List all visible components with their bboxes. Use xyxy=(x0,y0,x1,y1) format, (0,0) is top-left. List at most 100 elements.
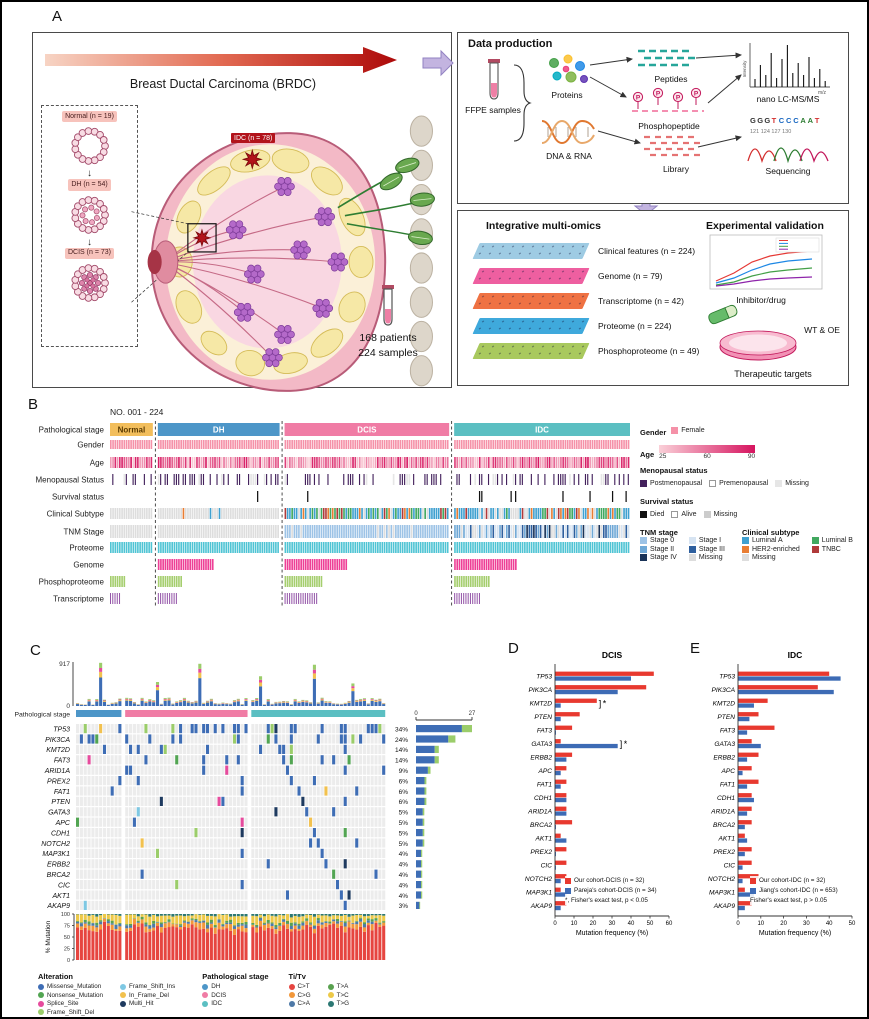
svg-text:0: 0 xyxy=(414,711,418,717)
legend-swatch xyxy=(38,992,44,998)
svg-text:ERBB2: ERBB2 xyxy=(530,755,552,762)
svg-text:*: * xyxy=(624,739,628,749)
legend-swatch xyxy=(671,427,679,435)
flow-arrow-right-icon xyxy=(422,49,454,77)
legend-swatch xyxy=(327,983,334,990)
svg-text:27: 27 xyxy=(469,711,476,717)
legend-item: Multi_Hit xyxy=(120,1000,175,1007)
svg-text:APC: APC xyxy=(720,768,735,775)
svg-text:P: P xyxy=(656,90,661,97)
legend-swatch xyxy=(741,545,749,553)
panel-d-label: D xyxy=(508,640,519,657)
legend-item: DCIS xyxy=(202,992,261,999)
legend-item: T>A xyxy=(327,983,349,990)
svg-text:30: 30 xyxy=(803,921,810,927)
down-arrow-icon: ↓ xyxy=(87,168,92,180)
svg-text:Intensity: Intensity xyxy=(742,60,747,78)
legend-item: Premenopausal xyxy=(709,480,768,488)
svg-text:0: 0 xyxy=(736,921,740,927)
legend-swatch xyxy=(640,480,647,488)
phosphopeptide-label: Phosphopeptide xyxy=(638,121,700,131)
svg-text:BRCA2: BRCA2 xyxy=(713,822,735,829)
panel-b-label: B xyxy=(28,396,39,413)
legend-swatch xyxy=(120,983,127,990)
svg-text:APC: APC xyxy=(55,820,71,827)
svg-text:BRCA2: BRCA2 xyxy=(530,822,552,829)
legend-swatch xyxy=(288,992,295,998)
svg-text:APC: APC xyxy=(537,768,552,775)
legend-item: IDC xyxy=(202,1000,261,1007)
legend-swatch xyxy=(202,1000,209,1007)
legend-item: C>A xyxy=(288,1000,311,1007)
svg-text:Transcriptome: Transcriptome xyxy=(53,594,104,603)
stat-note: Fisher's exact test, p > 0.05 xyxy=(750,896,827,904)
dcis-comparison-chart: DCIS TP53 PIK3CA KMT2D] * PTEN FAT3 GATA3] * ERBB… xyxy=(507,644,687,974)
svg-text:KMT2D: KMT2D xyxy=(713,701,736,708)
targets-label: Therapeutic targets xyxy=(734,369,812,379)
legend-swatch xyxy=(120,1000,127,1007)
panel-a-label: A xyxy=(52,8,63,25)
svg-text:AKT1: AKT1 xyxy=(51,893,70,900)
legend-swatch xyxy=(640,511,647,519)
svg-text:TP53: TP53 xyxy=(536,674,552,681)
svg-text:A: A xyxy=(808,116,814,125)
duct-cross-section-icon xyxy=(70,264,109,302)
panel-c-label: C xyxy=(30,642,41,659)
svg-text:75: 75 xyxy=(64,924,70,930)
svg-text:ARID1A: ARID1A xyxy=(710,809,735,816)
svg-text:5%: 5% xyxy=(399,820,409,827)
svg-text:PREX2: PREX2 xyxy=(530,849,552,856)
legend-swatch xyxy=(640,545,647,553)
svg-text:PIK3CA: PIK3CA xyxy=(45,737,70,744)
multiomics-panel: Integrative multi-omics Clinical feature… xyxy=(457,210,849,386)
duct-cross-section-icon xyxy=(70,127,109,166)
svg-text:A: A xyxy=(800,116,806,125)
svg-text:60: 60 xyxy=(666,921,673,927)
legend-item: Stage III xyxy=(688,545,725,553)
svg-text:100: 100 xyxy=(61,912,70,918)
dcis-legend: Our cohort-DCIS (n = 32) Pareja's cohort-… xyxy=(565,876,685,906)
wt-oe-label: WT & OE xyxy=(804,325,840,335)
svg-text:]: ] xyxy=(620,739,623,749)
svg-text:CDH1: CDH1 xyxy=(717,795,735,802)
data-production-panel: Data production P P P P Intensity m/z G G G T C C C A… xyxy=(457,32,849,204)
omics-layer-label: Clinical features (n = 224) xyxy=(598,246,696,256)
svg-text:IDC: IDC xyxy=(788,650,803,660)
svg-text:40: 40 xyxy=(628,921,635,927)
legend-swatch xyxy=(38,1009,44,1015)
legend-item: Luminal A xyxy=(741,537,800,544)
legend-item: DH xyxy=(202,983,261,990)
svg-text:20: 20 xyxy=(780,921,787,927)
svg-text:DCIS: DCIS xyxy=(357,426,377,435)
legend-swatch xyxy=(688,554,696,561)
idc-legend: Our cohort-IDC (n = 32) Jiang's cohort-ID… xyxy=(750,876,866,906)
legend-swatch xyxy=(38,1000,44,1007)
svg-text:IDC: IDC xyxy=(535,426,549,435)
validation-graphics xyxy=(708,234,823,361)
svg-text:AKAP9: AKAP9 xyxy=(530,903,553,910)
panel-e-label: E xyxy=(690,640,701,657)
svg-text:ERBB2: ERBB2 xyxy=(713,755,735,762)
svg-text:50: 50 xyxy=(647,921,654,927)
legend-swatch xyxy=(688,537,696,544)
svg-text:T: T xyxy=(772,116,777,125)
svg-text:PREX2: PREX2 xyxy=(713,849,735,856)
legend-swatch xyxy=(565,877,571,884)
svg-text:P: P xyxy=(694,90,699,97)
svg-text:20: 20 xyxy=(590,921,597,927)
legend-item: C>T xyxy=(288,983,311,990)
legend-item: Missing xyxy=(775,480,809,488)
cohort-summary: 168 patients 224 samples xyxy=(333,283,443,361)
legend-item: C>G xyxy=(288,992,311,999)
svg-text:ARID1A: ARID1A xyxy=(527,809,552,816)
svg-text:FAT1: FAT1 xyxy=(54,789,70,796)
svg-text:PTEN: PTEN xyxy=(717,714,735,721)
svg-text:MAP3K1: MAP3K1 xyxy=(526,890,552,897)
anatomy-panel: Breast Ductal Carcinoma (BRDC) Normal (n… xyxy=(32,32,452,392)
svg-text:25: 25 xyxy=(64,947,70,953)
legend-swatch xyxy=(202,983,209,990)
subtype-legend: Clinical subtype Luminal A Luminal B HER2-e… xyxy=(741,528,853,561)
legend-swatch xyxy=(811,537,819,544)
legend-item: Alive xyxy=(671,511,697,519)
